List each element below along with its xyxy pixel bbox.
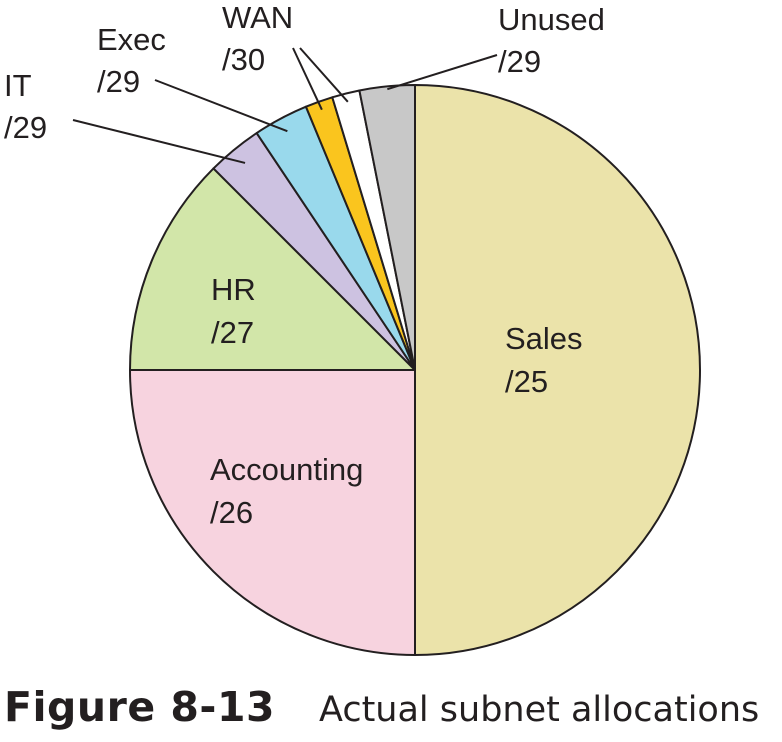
slice-labels: Sales/25Accounting/26HR/27IT/29Exec/29WA… [4,0,605,530]
label-exec-name: Exec [97,22,166,57]
label-hr-prefix: /27 [211,315,254,350]
leader-lines [72,47,498,164]
pie-slices [129,84,701,656]
label-wan-prefix: /30 [222,42,265,77]
label-it-name: IT [4,68,32,103]
label-it: IT/29 [4,68,47,145]
label-accounting-prefix: /26 [210,495,253,530]
leader-exec [154,79,288,133]
label-exec: Exec/29 [97,22,166,99]
pie-slice-sales-0 [414,84,701,656]
label-sales-prefix: /25 [505,364,548,399]
figure-caption: Figure 8-13 Actual subnet allocations [4,683,759,731]
label-hr: HR/27 [211,272,256,350]
label-unused-prefix: /29 [498,44,541,79]
label-exec-prefix: /29 [97,64,140,99]
pie-slice-unused-7 [358,84,416,371]
pie-slice-accounting-1 [129,369,416,656]
leader-it [72,119,246,164]
leader-unused [387,54,498,91]
label-sales: Sales/25 [505,321,583,399]
label-sales-name: Sales [505,321,583,356]
label-unused-name: Unused [498,2,605,37]
label-accounting-name: Accounting [210,452,363,487]
label-wan: WAN/30 [222,0,293,77]
leader-wan-2 [299,47,349,103]
pie-chart: Sales/25Accounting/26HR/27IT/29Exec/29WA… [4,0,701,656]
label-hr-name: HR [211,272,256,307]
label-unused: Unused/29 [498,2,605,79]
label-wan-name: WAN [222,0,293,35]
figure-number: Figure 8-13 [4,683,275,731]
label-accounting: Accounting/26 [210,452,363,530]
pie-slice-hr-2 [129,167,416,371]
figure-title: Actual subnet allocations [319,690,760,730]
label-it-prefix: /29 [4,110,47,145]
leader-wan-1 [292,47,323,111]
